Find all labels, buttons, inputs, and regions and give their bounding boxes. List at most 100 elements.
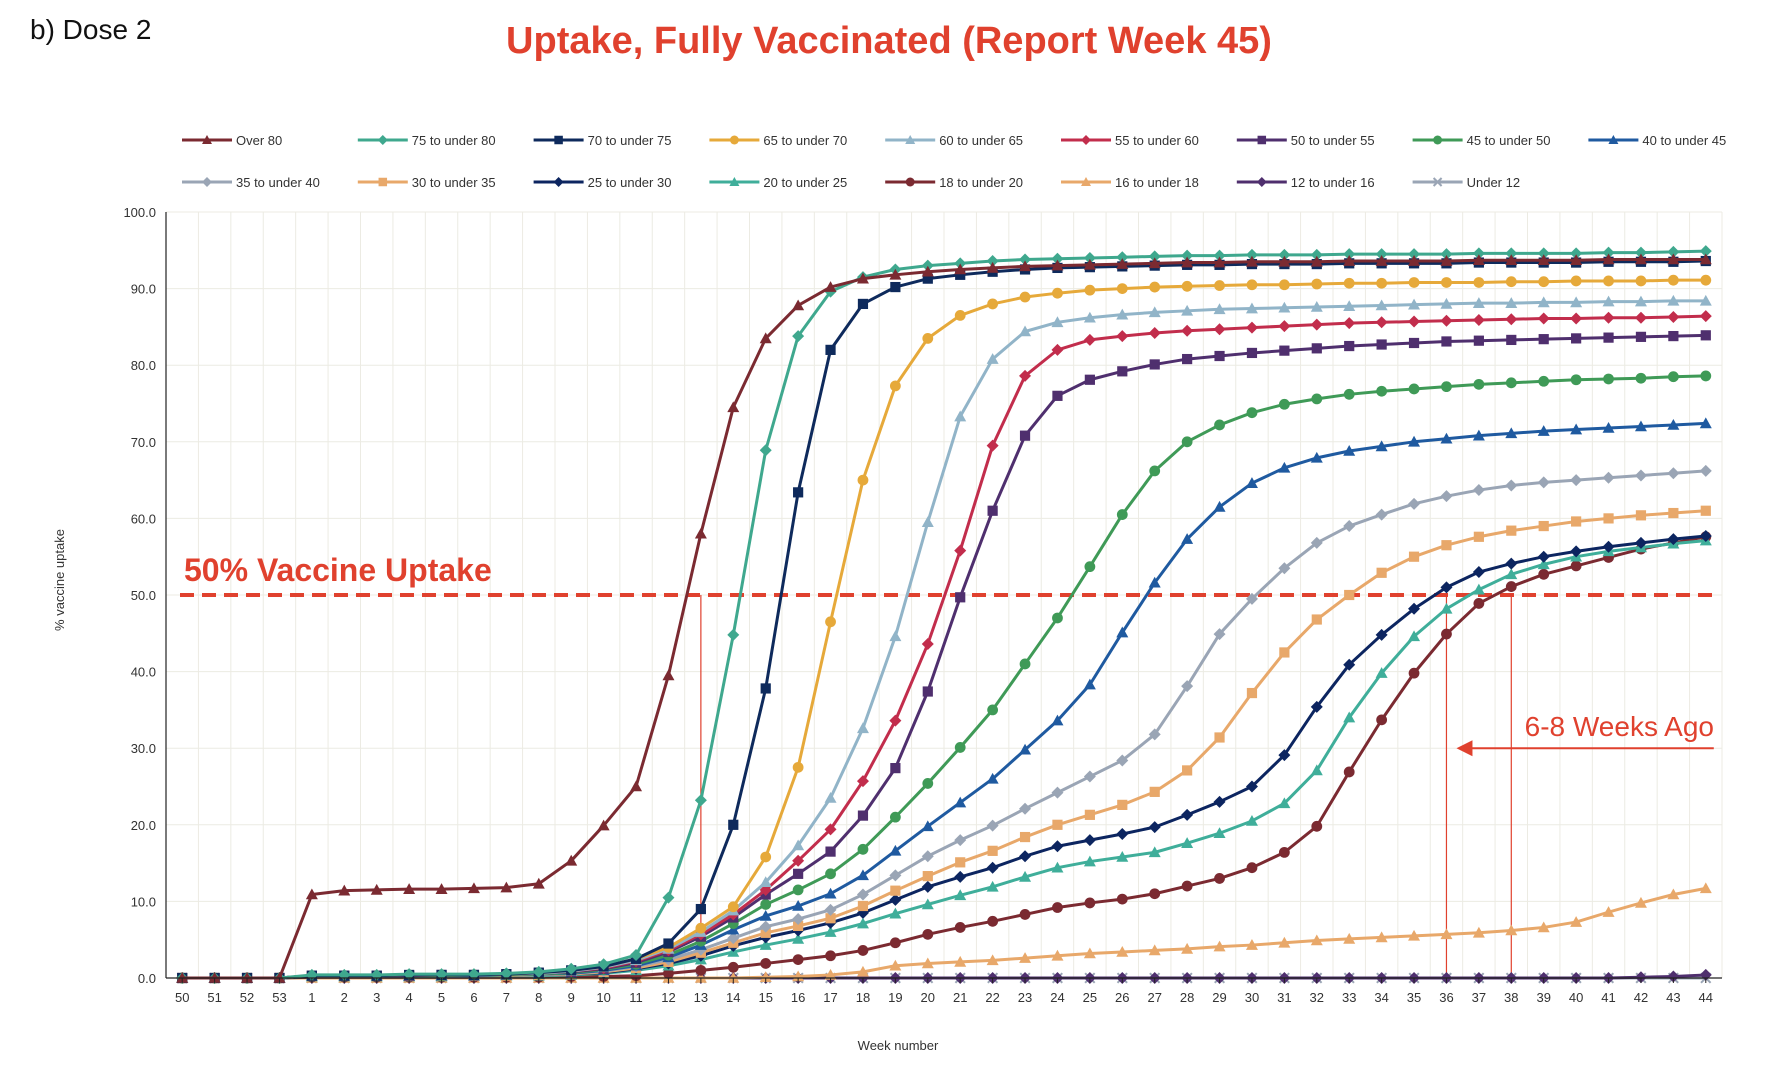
data-point-over-80 [986,261,999,273]
data-point-over-80 [1634,253,1647,265]
data-point-16-to-under-18 [1570,916,1583,927]
data-point-over-80 [1148,257,1161,269]
data-point-60-to-under-65 [954,410,967,422]
data-point-20-to-under-25 [1537,558,1550,570]
data-point-65-to-under-70 [1052,287,1063,299]
data-point-35-to-under-40 [1116,754,1129,767]
data-point-35-to-under-40 [792,913,805,926]
data-point-40-to-under-45 [1343,444,1356,456]
data-point-60-to-under-65 [921,516,934,528]
data-point-55-to-under-60 [792,854,805,867]
data-point-65-to-under-70 [1603,275,1614,287]
data-point-35-to-under-40 [1570,474,1583,487]
data-point-20-to-under-25 [1116,850,1129,862]
data-point-16-to-under-18 [1667,888,1680,900]
legend-label: 35 to under 40 [236,175,320,190]
data-point-25-to-under-30 [1667,533,1680,546]
data-point-30-to-under-35 [922,871,933,882]
data-point-50-to-under-55 [922,686,933,697]
data-point-over-80 [630,780,643,792]
data-point-50-to-under-55 [1635,331,1647,342]
data-point-over-80 [435,883,448,894]
data-point-18-to-under-20 [1214,873,1225,884]
legend-label: 12 to under 16 [1291,175,1375,190]
data-point-50-to-under-55 [1571,333,1582,344]
data-point-65-to-under-70 [792,761,804,773]
data-point-45-to-under-50 [1667,371,1679,383]
data-point-60-to-under-65 [1148,306,1161,318]
data-point-40-to-under-45 [759,909,772,921]
legend-swatch-marker [1257,135,1267,145]
data-point-75-to-under-80 [1213,249,1226,262]
data-point-20-to-under-25 [954,889,967,901]
x-tick-label: 51 [207,990,221,1005]
data-point-40-to-under-45 [1440,432,1453,444]
data-point-18-to-under-20 [1246,862,1258,874]
data-point-35-to-under-40 [1667,467,1680,480]
data-point-75-to-under-80 [1083,251,1096,264]
x-tick-label: 34 [1374,990,1388,1005]
data-point-65-to-under-70 [1116,283,1128,294]
legend-label: 50 to under 55 [1291,133,1375,148]
data-point-45-to-under-50 [1311,393,1323,405]
data-point-30-to-under-35 [760,927,771,938]
data-point-16-to-under-18 [1148,944,1161,956]
data-point-65-to-under-70 [1019,291,1031,303]
data-point-50-to-under-55 [1214,350,1225,362]
data-point-75-to-under-80 [1699,245,1712,258]
data-point-50-to-under-55 [825,846,836,857]
legend-item-75-to-under-80: 75 to under 80 [357,133,496,148]
data-point-over-80 [727,401,740,413]
data-point-16-to-under-18 [1051,949,1064,961]
data-point-45-to-under-50 [1019,658,1031,670]
data-point-over-80 [1699,253,1712,265]
data-point-60-to-under-65 [1375,299,1388,311]
legend: Over 80 75 to under 80 70 to under 75 65 to… [182,133,1726,190]
data-point-45-to-under-50 [792,884,804,896]
data-point-65-to-under-70 [695,922,707,934]
data-point-40-to-under-45 [1537,425,1550,436]
data-point-65-to-under-70 [727,901,739,913]
x-tick-label: 21 [953,990,967,1005]
data-point-18-to-under-20 [1505,581,1517,592]
data-point-30-to-under-35 [1538,520,1549,532]
data-point-40-to-under-45 [1699,417,1712,429]
data-point-65-to-under-70 [1149,281,1161,293]
data-point-40-to-under-45 [1310,451,1323,463]
x-tick-label: 19 [888,990,902,1005]
data-point-18-to-under-20 [1084,897,1096,909]
annotation-layer: 50% Vaccine Uptake 6-8 Weeks Ago [180,552,1714,978]
data-point-16-to-under-18 [1116,945,1129,957]
data-point-40-to-under-45 [889,844,902,856]
data-point-65-to-under-70 [889,380,901,392]
data-point-40-to-under-45 [856,869,869,881]
x-tick-label: 42 [1634,990,1648,1005]
data-point-25-to-under-30 [1181,808,1194,821]
data-point-over-80 [1472,254,1485,266]
data-point-20-to-under-25 [889,907,902,919]
data-point-60-to-under-65 [1602,295,1615,307]
data-point-20-to-under-25 [1213,827,1226,839]
data-point-35-to-under-40 [1181,680,1194,693]
data-point-35-to-under-40 [1148,728,1161,741]
legend-label: 45 to under 50 [1467,133,1551,148]
data-point-45-to-under-50 [1246,407,1258,419]
data-point-45-to-under-50 [1538,375,1550,387]
data-point-30-to-under-35 [1149,786,1160,797]
data-point-over-80 [403,883,416,894]
data-point-30-to-under-35 [1279,647,1290,658]
data-point-75-to-under-80 [1278,248,1291,261]
data-point-35-to-under-40 [759,920,772,933]
data-point-75-to-under-80 [662,891,675,904]
data-point-25-to-under-30 [1408,602,1421,615]
data-point-30-to-under-35 [1311,614,1322,625]
y-tick-label: 100.0 [123,205,156,220]
data-point-75-to-under-80 [565,962,578,975]
data-point-75-to-under-80 [1537,247,1550,260]
x-tick-label: 16 [791,990,805,1005]
data-point-60-to-under-65 [792,839,805,851]
data-point-20-to-under-25 [1083,855,1096,867]
data-point-over-80 [1667,253,1680,265]
data-point-60-to-under-65 [1440,297,1453,309]
data-point-35-to-under-40 [1083,770,1096,783]
